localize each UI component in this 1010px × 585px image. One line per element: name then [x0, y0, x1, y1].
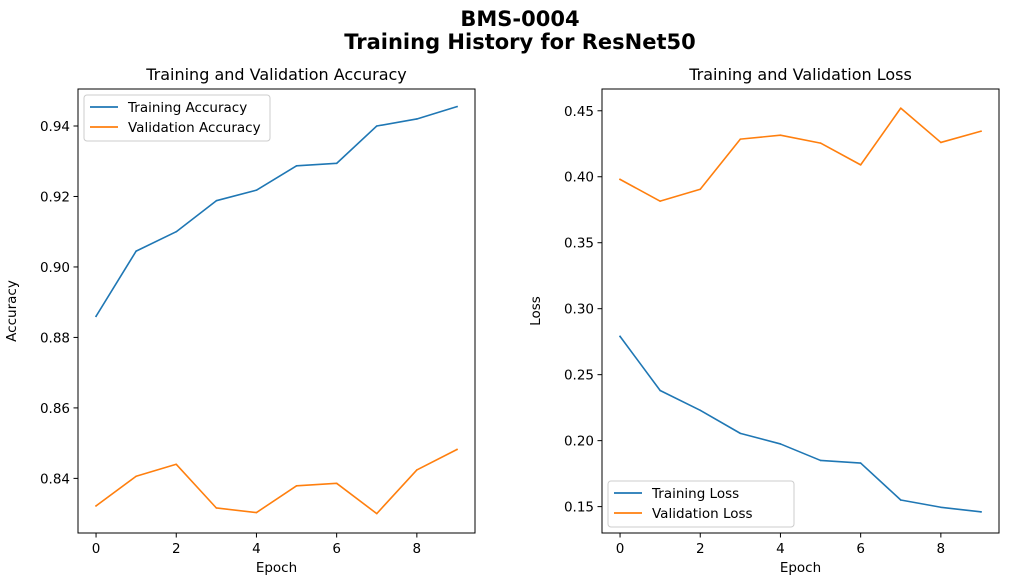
loss-x-tick-label: 2: [696, 541, 705, 557]
loss-legend-label-validation-loss: Validation Loss: [652, 506, 753, 522]
loss-y-tick-label: 0.15: [564, 500, 594, 516]
loss-x-tick-label: 6: [856, 541, 865, 557]
accuracy-point-validation-accuracy: [375, 512, 378, 515]
loss-point-validation-loss: [699, 188, 702, 191]
accuracy-point-training-accuracy: [215, 199, 218, 202]
accuracy-y-tick-label: 0.94: [40, 119, 70, 135]
accuracy-x-tick-label: 6: [332, 541, 341, 557]
accuracy-legend-box: [83, 94, 271, 142]
loss-point-validation-loss: [779, 134, 782, 136]
accuracy-point-validation-accuracy: [416, 469, 418, 471]
loss-y-tick-label: 0.30: [564, 302, 594, 318]
accuracy-y-tick-label: 0.86: [40, 401, 70, 417]
accuracy-point-validation-accuracy: [255, 511, 258, 514]
loss-point-validation-loss: [859, 164, 862, 166]
loss-point-training-loss: [619, 335, 621, 338]
loss-y-axis-label: Loss: [528, 296, 544, 326]
accuracy-y-tick-label: 0.92: [40, 189, 70, 205]
accuracy-series-validation-accuracy: [94, 448, 459, 515]
loss-y-tick-label: 0.25: [564, 368, 594, 384]
accuracy-point-validation-accuracy: [295, 484, 298, 487]
accuracy-point-training-accuracy: [135, 250, 137, 252]
loss-point-validation-loss: [619, 178, 621, 181]
loss-series-training-loss: [618, 335, 982, 513]
loss-point-training-loss: [819, 459, 822, 462]
loss-x-tick-label: 0: [616, 541, 625, 557]
accuracy-y-tick-label: 0.88: [40, 330, 70, 346]
loss-y-tick-label: 0.40: [564, 170, 594, 186]
accuracy-point-training-accuracy: [255, 189, 258, 191]
loss-series-validation-loss: [618, 107, 982, 202]
loss-point-validation-loss: [899, 107, 902, 109]
accuracy-legend-label-training-accuracy: Training Accuracy: [127, 100, 247, 116]
figure-suptitle-line2: Training History for ResNet50: [344, 30, 696, 54]
loss-point-training-loss: [739, 432, 742, 435]
accuracy-legend: Training Accuracy Validation Accuracy: [83, 94, 271, 142]
loss-legend-box: [607, 480, 795, 528]
accuracy-y-tick-label: 0.84: [40, 471, 70, 487]
loss-x-axis-label: Epoch: [780, 560, 821, 576]
loss-y-tick-label: 0.45: [564, 104, 594, 120]
accuracy-point-validation-accuracy: [135, 475, 137, 478]
loss-plot: Training and Validation Loss 0 2 4 6 8 0.15 0.2…: [528, 65, 1000, 576]
accuracy-series-training-accuracy: [94, 105, 458, 318]
accuracy-point-training-accuracy: [335, 162, 338, 165]
loss-legend: Training Loss Validation Loss: [607, 480, 795, 528]
accuracy-point-validation-accuracy: [335, 482, 338, 485]
loss-point-training-loss: [779, 443, 782, 445]
accuracy-x-tick-label: 8: [413, 541, 422, 557]
loss-chart-title: Training and Validation Loss: [688, 65, 912, 84]
loss-point-validation-loss: [819, 142, 822, 144]
loss-x-tick-label: 8: [937, 541, 946, 557]
accuracy-point-training-accuracy: [416, 118, 418, 120]
loss-legend-label-training-loss: Training Loss: [651, 486, 739, 502]
accuracy-y-axis-label: Accuracy: [4, 280, 20, 342]
accuracy-point-training-accuracy: [295, 165, 298, 167]
figure-suptitle-line1: BMS-0004: [460, 7, 579, 31]
loss-y-tick-label: 0.35: [564, 236, 594, 252]
loss-point-training-loss: [859, 462, 862, 464]
accuracy-x-tick-label: 0: [92, 541, 101, 557]
accuracy-plot: Training and Validation Accuracy 0 2 4 6 8 0.8…: [4, 65, 476, 576]
accuracy-point-training-accuracy: [456, 105, 458, 108]
loss-point-training-loss: [940, 506, 942, 509]
loss-point-training-loss: [899, 499, 902, 501]
accuracy-chart-title: Training and Validation Accuracy: [145, 65, 407, 84]
loss-point-validation-loss: [940, 141, 942, 144]
accuracy-point-validation-accuracy: [456, 448, 458, 451]
loss-axes-frame: [601, 88, 1000, 534]
loss-y-tick-label: 0.20: [564, 434, 594, 450]
accuracy-point-training-accuracy: [95, 315, 97, 318]
loss-point-validation-loss: [739, 138, 742, 140]
loss-point-validation-loss: [659, 200, 661, 202]
accuracy-point-validation-accuracy: [95, 505, 97, 507]
accuracy-x-tick-label: 2: [172, 541, 181, 557]
loss-point-training-loss: [659, 389, 661, 392]
accuracy-point-training-accuracy: [375, 125, 378, 127]
accuracy-y-tick-label: 0.90: [40, 260, 70, 276]
accuracy-point-validation-accuracy: [175, 463, 178, 466]
loss-point-training-loss: [980, 511, 982, 513]
accuracy-point-validation-accuracy: [215, 507, 218, 509]
loss-point-training-loss: [699, 409, 702, 412]
accuracy-x-tick-label: 4: [252, 541, 261, 557]
loss-x-tick-label: 4: [776, 541, 785, 557]
loss-point-validation-loss: [980, 130, 982, 133]
accuracy-legend-label-validation-accuracy: Validation Accuracy: [128, 120, 261, 136]
accuracy-axes-frame: [77, 88, 476, 534]
accuracy-point-training-accuracy: [175, 230, 178, 233]
accuracy-x-axis-label: Epoch: [256, 560, 297, 576]
